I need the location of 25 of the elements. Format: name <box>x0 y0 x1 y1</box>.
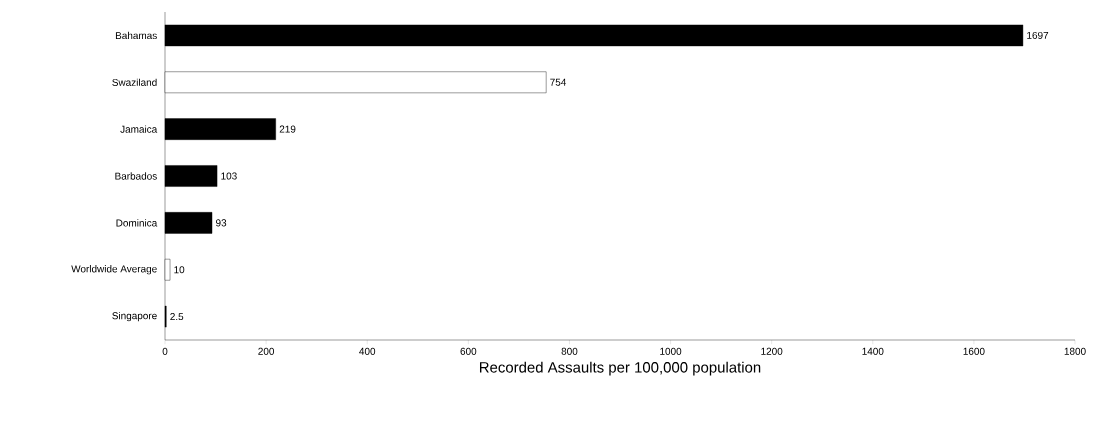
y-tick-label: Singapore <box>112 311 157 322</box>
x-tick-label: 1000 <box>660 347 682 355</box>
y-tick-label: Worldwide Average <box>71 265 157 275</box>
data-label: 1697 <box>1027 31 1049 39</box>
x-tick-label: 800 <box>561 347 578 355</box>
data-label: 219 <box>279 125 296 133</box>
data-label: 103 <box>221 172 237 180</box>
data-label: 93 <box>216 219 227 227</box>
x-tick-label: 400 <box>359 347 376 355</box>
data-label: 754 <box>550 78 567 86</box>
x-tick-label: 1800 <box>1064 347 1086 355</box>
y-tick-label: Jamaica <box>120 125 158 133</box>
x-tick-label: 0 <box>162 347 168 355</box>
y-tick-label: Dominica <box>116 219 158 227</box>
x-tick-label: 200 <box>258 347 275 355</box>
data-label: 2.5 <box>170 313 184 321</box>
y-tick-label: Barbados <box>115 172 157 180</box>
x-tick-label: 1400 <box>862 347 884 355</box>
y-tick-label: Bahamas <box>115 31 157 40</box>
x-tick-label: 1600 <box>963 347 985 355</box>
y-tick-label: Swaziland <box>112 78 157 86</box>
x-axis-title: Recorded Assaults per 100,000 population <box>479 361 761 376</box>
x-tick-label: 600 <box>460 347 477 355</box>
x-tick-label: 1200 <box>761 347 783 355</box>
data-label: 10 <box>174 266 185 274</box>
